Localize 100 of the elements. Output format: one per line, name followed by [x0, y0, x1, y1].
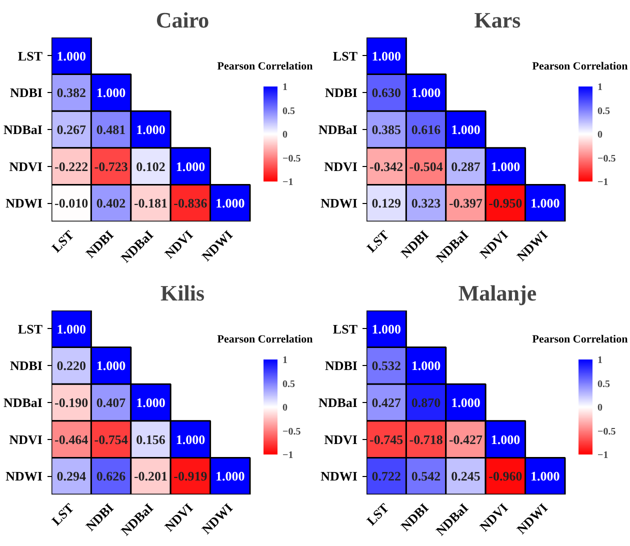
data-label: -0.754 — [94, 432, 128, 447]
data-label: 0.722 — [372, 468, 401, 484]
data-label: 0.407 — [96, 395, 126, 410]
color-bar-label: −0.5 — [282, 426, 301, 438]
data-label: 0.626 — [96, 468, 126, 484]
data-label: 1.000 — [176, 158, 206, 174]
data-label: 1.000 — [490, 158, 520, 174]
color-bar-title: Pearson Correlation — [217, 333, 313, 346]
data-label: -0.342 — [370, 158, 404, 174]
data-label: 1.000 — [96, 85, 126, 100]
data-label: 1.000 — [530, 468, 560, 484]
data-label: -0.950 — [488, 196, 522, 211]
y-tick-label: NDBI — [324, 85, 358, 100]
color-bar-label: −0.5 — [282, 153, 301, 164]
chart-title: Cairo — [156, 8, 210, 32]
y-tick-label: NDVI — [9, 432, 43, 447]
color-bar-label: −0.5 — [598, 153, 616, 164]
data-label: 0.532 — [372, 358, 401, 374]
color-bar-label: −0.5 — [598, 426, 616, 438]
data-label: -0.919 — [174, 468, 208, 484]
data-label: 0.102 — [136, 158, 166, 174]
data-label: 0.156 — [136, 432, 166, 447]
color-bar-label: 1 — [282, 82, 288, 93]
color-bar-label: 1 — [598, 355, 602, 366]
data-label: 0.323 — [411, 196, 442, 211]
data-label: 1.000 — [136, 395, 166, 410]
data-label: 1.000 — [372, 48, 401, 64]
data-label: 0.129 — [372, 196, 402, 211]
data-label: 1.000 — [96, 358, 126, 374]
data-label: -0.960 — [488, 468, 522, 484]
data-label: 0.402 — [96, 196, 126, 211]
data-label: -0.181 — [134, 196, 168, 211]
color-bar-label: 1 — [282, 355, 288, 366]
data-label: -0.201 — [134, 468, 168, 484]
data-label: -0.427 — [448, 432, 484, 447]
data-label: 0.245 — [451, 468, 481, 484]
data-label: 1.000 — [490, 432, 520, 447]
color-bar-label: 0.5 — [598, 106, 610, 117]
data-label: 0.382 — [56, 85, 86, 100]
y-tick-label: NDBaI — [318, 122, 358, 137]
color-bar-label: −1 — [282, 450, 294, 461]
data-label: -0.504 — [409, 158, 444, 174]
chart-title: Kars — [474, 8, 522, 32]
chart-title: Kilis — [160, 280, 205, 306]
color-bar-title: Pearson Correlation — [217, 60, 313, 72]
color-bar-title: Pearson Correlation — [532, 60, 628, 72]
y-tick-label: LST — [18, 48, 43, 64]
y-tick-label: NDBI — [10, 358, 43, 374]
data-label: -0.222 — [54, 158, 88, 174]
data-label: -0.745 — [370, 432, 404, 447]
chart-title: Malanje — [458, 280, 537, 306]
data-label: 0.294 — [56, 468, 86, 484]
y-tick-label: LST — [332, 321, 358, 336]
y-tick-label: LST — [18, 321, 43, 336]
data-label: 0.542 — [411, 468, 441, 484]
color-bar-label: 0 — [598, 402, 602, 414]
data-label: -0.190 — [54, 395, 88, 410]
color-bar-label: 0.5 — [282, 106, 295, 117]
data-label: 0.630 — [372, 85, 401, 100]
data-label: 1.000 — [411, 85, 441, 100]
color-bar-label: 0.5 — [282, 378, 295, 390]
color-bar-label: 0 — [598, 130, 602, 140]
y-tick-label: NDWI — [320, 196, 358, 211]
y-tick-label: NDBaI — [3, 122, 43, 137]
data-label: 0.481 — [96, 122, 126, 137]
data-label: -0.010 — [54, 196, 88, 211]
color-bar-label: 0 — [282, 130, 288, 140]
color-bar-label: −1 — [598, 450, 608, 461]
y-tick-label: NDVI — [324, 158, 358, 174]
y-tick-label: NDBI — [10, 85, 43, 100]
data-label: 1.000 — [530, 196, 560, 211]
data-label: 0.427 — [372, 395, 402, 410]
color-bar-label: −1 — [282, 177, 294, 188]
data-label: 0.267 — [56, 122, 86, 137]
data-label: 1.000 — [56, 321, 86, 336]
data-label: -0.718 — [409, 432, 444, 447]
y-tick-label: NDBaI — [318, 395, 358, 410]
data-label: 0.616 — [411, 122, 442, 137]
y-tick-label: NDBI — [324, 358, 358, 374]
y-tick-label: NDWI — [6, 196, 43, 211]
data-label: -0.397 — [448, 196, 484, 211]
color-bar-label: 1 — [598, 82, 602, 93]
color-bar-label: 0 — [282, 402, 288, 414]
data-label: -0.464 — [54, 432, 89, 447]
color-bar-label: 0.5 — [598, 378, 610, 390]
data-label: -0.723 — [94, 158, 128, 174]
data-label: 0.287 — [451, 158, 481, 174]
data-label: 0.870 — [411, 395, 441, 410]
data-label: 1.000 — [176, 432, 206, 447]
data-label: 0.220 — [56, 358, 86, 374]
data-label: 1.000 — [451, 395, 480, 410]
data-label: 1.000 — [216, 468, 245, 484]
data-label: 1.000 — [372, 321, 401, 336]
y-tick-label: NDVI — [9, 158, 43, 174]
data-label: 1.000 — [56, 48, 86, 64]
y-tick-label: LST — [332, 48, 358, 64]
data-label: -0.836 — [174, 196, 208, 211]
data-label: 1.000 — [136, 122, 166, 137]
y-tick-label: NDVI — [324, 432, 358, 447]
color-bar-label: −1 — [598, 177, 608, 188]
